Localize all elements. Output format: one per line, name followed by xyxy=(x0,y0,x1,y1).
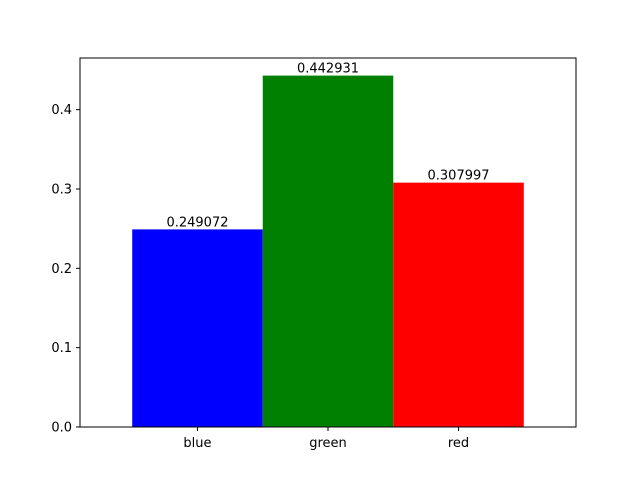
plot-frame xyxy=(79,57,577,428)
y-axis: 0.0 0.1 0.2 0.3 0.4 xyxy=(51,103,80,436)
y-tick-label: 0.2 xyxy=(51,262,72,277)
x-tick-label-green: green xyxy=(309,436,347,451)
data-labels-group: 0.249072 0.442931 0.307997 xyxy=(166,62,489,231)
y-tick-label: 0.4 xyxy=(51,103,72,118)
bar-green xyxy=(262,75,394,428)
x-tick-label-red: red xyxy=(448,436,469,451)
x-tick-label-blue: blue xyxy=(183,436,211,451)
data-label-green: 0.442931 xyxy=(297,62,359,77)
data-label-red: 0.307997 xyxy=(428,169,490,184)
bar-blue xyxy=(132,229,263,427)
bars-group xyxy=(132,75,524,428)
x-axis: blue green red xyxy=(183,427,469,451)
y-tick-label: 0.3 xyxy=(51,182,72,197)
y-tick-label: 0.0 xyxy=(51,421,72,436)
y-tick-label: 0.1 xyxy=(51,341,72,356)
data-label-blue: 0.249072 xyxy=(166,215,228,230)
bar-red xyxy=(393,182,524,427)
